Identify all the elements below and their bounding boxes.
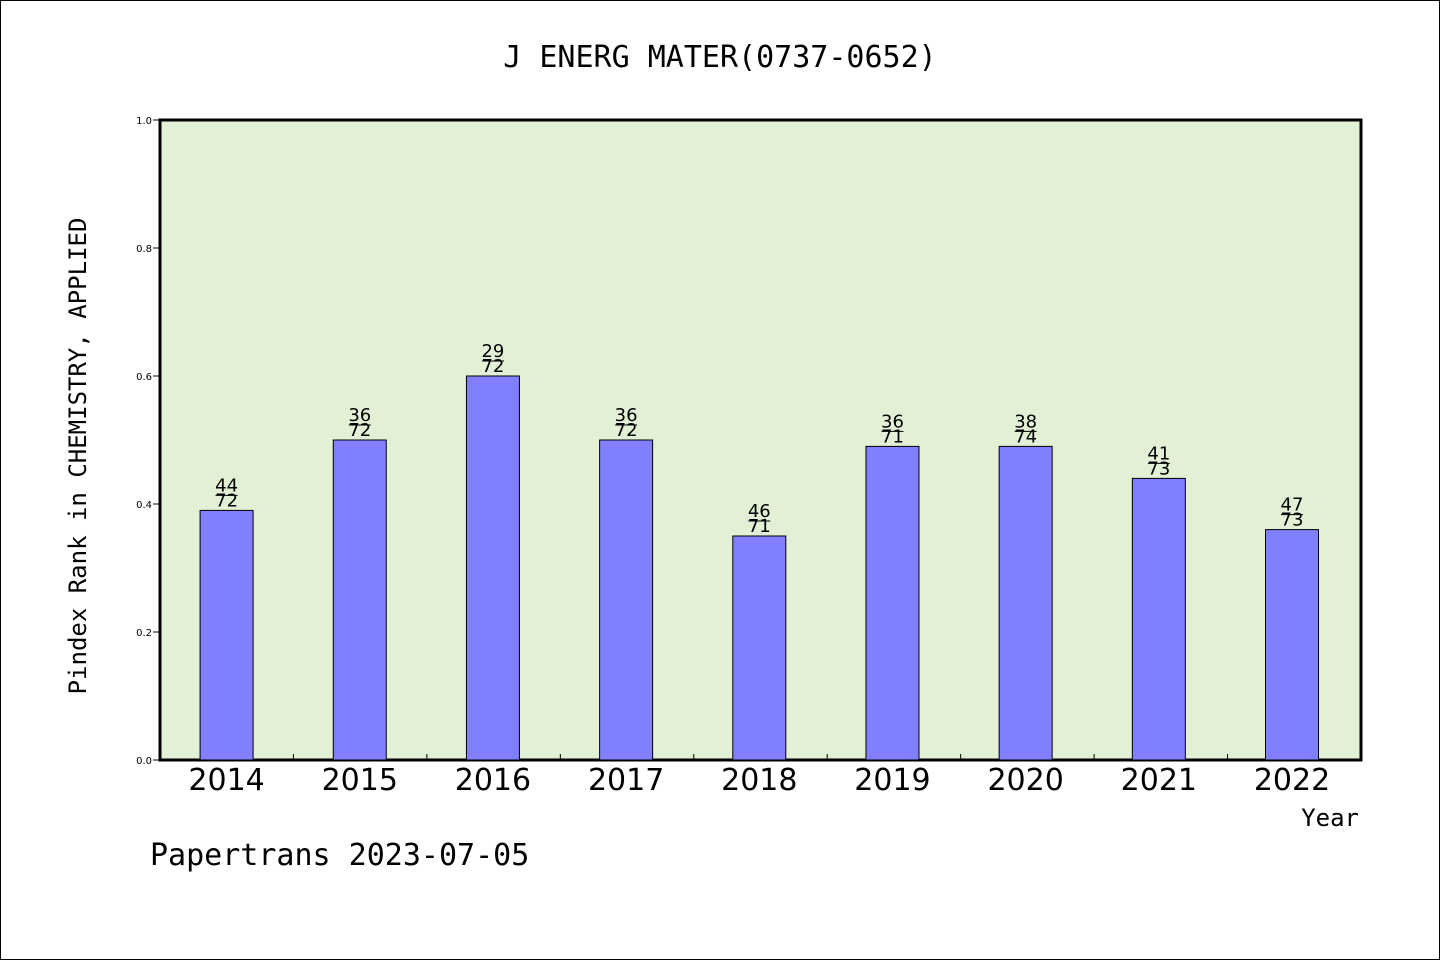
rank-label-2021: 41	[1147, 443, 1170, 464]
rank-label-2020: 38	[1014, 411, 1037, 432]
y-tick-label: 0.8	[136, 244, 152, 255]
total-label-2017: 72	[615, 420, 638, 441]
bar-2021	[1131, 477, 1186, 761]
y-axis-ticks: 0.0 0.2 0.4 0.6 0.8 1.0	[136, 116, 160, 767]
x-axis-ticks: 2014 2015 2016 2017 2018 2019 2020 2021 2022	[188, 754, 1330, 798]
bar-2016	[465, 375, 520, 761]
x-tick-label-2020: 2020	[987, 763, 1063, 798]
total-label-2014: 72	[215, 490, 238, 511]
rank-label-2017: 36	[615, 405, 638, 426]
y-tick-label: 0.2	[136, 628, 152, 639]
total-label-2019: 71	[881, 426, 904, 447]
x-tick-label-2018: 2018	[721, 763, 797, 798]
bar-2019	[865, 445, 920, 761]
footer-text: Papertrans 2023-07-05	[150, 838, 529, 873]
bars	[199, 375, 1320, 761]
total-label-2015: 72	[348, 420, 371, 441]
rank-label-2018: 46	[748, 501, 771, 522]
y-axis-label: Pindex Rank in CHEMISTRY, APPLIED	[64, 218, 92, 695]
bar-2015	[332, 439, 387, 761]
bar-2022	[1265, 529, 1320, 761]
total-label-2022: 73	[1281, 510, 1304, 531]
rank-label-2022: 47	[1281, 495, 1304, 516]
total-label-2016: 72	[481, 356, 504, 377]
x-tick-label-2019: 2019	[854, 763, 930, 798]
bar-2014	[199, 509, 254, 761]
total-label-2020: 74	[1014, 426, 1037, 447]
y-tick-label: 0.4	[136, 500, 152, 511]
bar-2017	[599, 439, 654, 761]
x-tick-label-2016: 2016	[455, 763, 531, 798]
rank-label-2014: 44	[215, 475, 238, 496]
y-tick-label: 0.6	[136, 372, 152, 383]
total-label-2018: 71	[748, 516, 771, 537]
x-tick-label-2014: 2014	[188, 763, 264, 798]
x-tick-label-2022: 2022	[1254, 763, 1330, 798]
chart-title: J ENERG MATER(0737-0652)	[503, 40, 936, 75]
bar-2018	[732, 535, 787, 761]
x-axis-label: Year	[1301, 804, 1359, 832]
y-tick-label: 1.0	[136, 116, 152, 127]
rank-label-2019: 36	[881, 411, 904, 432]
y-tick-label: 0.0	[136, 756, 152, 767]
x-tick-label-2017: 2017	[588, 763, 664, 798]
x-tick-label-2015: 2015	[322, 763, 398, 798]
rank-label-2015: 36	[348, 405, 371, 426]
bar-2020	[998, 445, 1053, 761]
rank-label-2016: 29	[481, 341, 504, 362]
x-tick-label-2021: 2021	[1121, 763, 1197, 798]
total-label-2021: 73	[1147, 458, 1170, 479]
